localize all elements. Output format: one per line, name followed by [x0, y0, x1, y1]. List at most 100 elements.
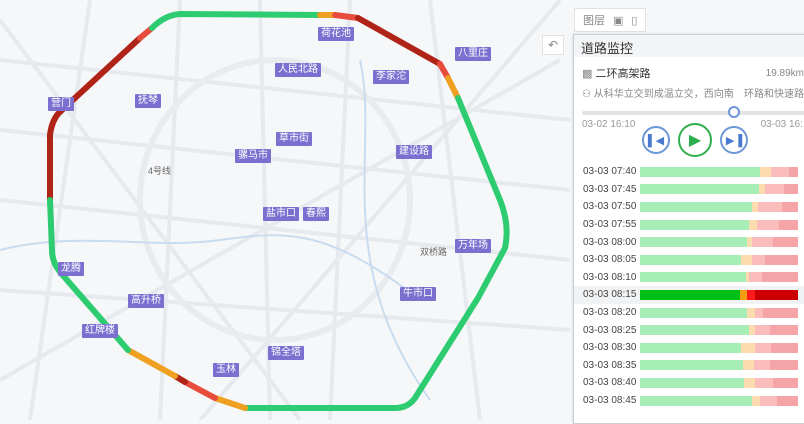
traffic-segment [640, 377, 745, 388]
skip-back-icon: ▌◀ [647, 134, 665, 147]
traffic-segment [739, 289, 748, 300]
traffic-segment [747, 289, 756, 300]
station-label[interactable]: 玉林 [213, 363, 239, 377]
ring-road-segment[interactable] [212, 395, 248, 411]
row-time: 03-03 08:25 [583, 324, 637, 336]
time-row[interactable]: 03-03 08:30 [574, 339, 804, 357]
ring-road-segment[interactable] [242, 95, 510, 411]
traffic-segment [747, 237, 753, 248]
camera-icon[interactable]: ▣ [613, 14, 624, 27]
traffic-segment [760, 395, 778, 406]
traffic-segment [741, 254, 753, 265]
traffic-segment [742, 360, 754, 371]
time-row[interactable]: 03-03 08:15 [574, 286, 804, 304]
time-row[interactable]: 03-03 08:40 [574, 374, 804, 392]
time-row[interactable]: 03-03 08:05 [574, 251, 804, 269]
traffic-segment [640, 272, 746, 283]
car-icon: ▩ [582, 68, 593, 80]
station-label[interactable]: 抚琴 [135, 94, 161, 108]
station-label[interactable]: 李家沱 [373, 70, 409, 84]
traffic-bar [640, 201, 798, 212]
station-label[interactable]: 荷花池 [318, 27, 354, 41]
time-row[interactable]: 03-03 07:50 [574, 198, 804, 216]
ring-road-segment[interactable] [332, 12, 361, 21]
station-label[interactable]: 八里庄 [455, 47, 491, 61]
time-list: 03-03 07:40 03-03 07:45 03-03 07:50 03-03 0… [574, 163, 804, 409]
layers-button[interactable]: 图层 [583, 15, 605, 27]
route-icon: ⚇ [582, 88, 591, 100]
road-direction: 从科华立交到成温立交，西向南 [593, 88, 734, 100]
traffic-segment [640, 342, 742, 353]
traffic-segment [771, 166, 789, 177]
traffic-segment [769, 360, 798, 371]
station-label[interactable]: 建设路 [396, 145, 432, 159]
traffic-segment [763, 307, 798, 318]
station-label[interactable]: 人民北路 [275, 63, 321, 77]
ring-road-segment[interactable] [149, 11, 323, 31]
traffic-segment [764, 184, 784, 195]
panel-title: 道路监控 [574, 35, 804, 57]
time-row[interactable]: 03-03 08:25 [574, 321, 804, 339]
station-label[interactable]: 牛市口 [400, 287, 436, 301]
traffic-segment [640, 237, 748, 248]
time-row[interactable]: 03-03 08:10 [574, 269, 804, 287]
traffic-segment [752, 237, 773, 248]
traffic-segment [772, 377, 798, 388]
station-label[interactable]: 盐市口 [263, 207, 299, 221]
traffic-segment [744, 377, 756, 388]
station-label[interactable]: 草市街 [276, 132, 312, 146]
traffic-segment [755, 342, 772, 353]
time-row[interactable]: 03-03 07:55 [574, 216, 804, 234]
traffic-segment [749, 272, 762, 283]
traffic-segment [772, 237, 798, 248]
map-toolbar: 图层 ▣ ▯ [574, 8, 647, 32]
play-button[interactable]: ▶ [678, 123, 712, 157]
station-label[interactable]: 骡马市 [235, 149, 271, 163]
ring-road-segment[interactable] [445, 75, 461, 101]
time-row[interactable]: 03-03 08:00 [574, 233, 804, 251]
ruler-icon[interactable]: ▯ [631, 14, 638, 27]
ring-road-segment[interactable] [125, 347, 178, 379]
traffic-segment [755, 377, 773, 388]
road-label: 双桥路 [420, 247, 448, 257]
station-label[interactable]: 锦全塔 [268, 346, 304, 360]
traffic-segment [771, 342, 798, 353]
traffic-segment [741, 342, 756, 353]
ring-road-segment[interactable] [182, 379, 218, 401]
traffic-bar [640, 184, 798, 195]
traffic-bar [640, 272, 798, 283]
row-time: 03-03 07:45 [583, 183, 637, 195]
traffic-segment [779, 219, 798, 230]
slider-handle[interactable] [727, 106, 740, 118]
time-row[interactable]: 03-03 08:35 [574, 357, 804, 375]
ring-road-segment[interactable] [355, 15, 443, 67]
time-row[interactable]: 03-03 07:45 [574, 181, 804, 199]
next-button[interactable]: ▶▐ [720, 126, 748, 154]
traffic-bar [640, 166, 798, 177]
station-label[interactable]: 万年场 [455, 239, 491, 253]
previous-button[interactable]: ▌◀ [642, 126, 670, 154]
station-label[interactable]: 高升桥 [128, 294, 164, 308]
road-type: 环路和快速路 [744, 88, 804, 100]
station-label[interactable]: 红牌楼 [82, 324, 118, 338]
row-time: 03-03 08:20 [583, 307, 637, 319]
traffic-bar [640, 342, 798, 353]
start-time: 03-02 16:10 [582, 119, 636, 130]
station-label[interactable]: 营门 [48, 97, 74, 111]
traffic-segment [640, 254, 742, 265]
traffic-segment [758, 201, 783, 212]
traffic-segment [756, 219, 780, 230]
back-button[interactable]: ↶ [542, 35, 564, 55]
traffic-segment [783, 184, 798, 195]
station-label[interactable]: 龙腾 [58, 262, 84, 276]
traffic-segment [782, 201, 798, 212]
time-row[interactable]: 03-03 08:45 [574, 392, 804, 410]
time-row[interactable]: 03-03 07:40 [574, 163, 804, 181]
traffic-segment [640, 289, 740, 300]
time-slider[interactable] [582, 106, 804, 118]
traffic-segment [788, 166, 798, 177]
traffic-segment [752, 254, 765, 265]
time-row[interactable]: 03-03 08:20 [574, 304, 804, 322]
row-time: 03-03 08:45 [583, 395, 637, 407]
station-label[interactable]: 春熙 [303, 207, 329, 221]
